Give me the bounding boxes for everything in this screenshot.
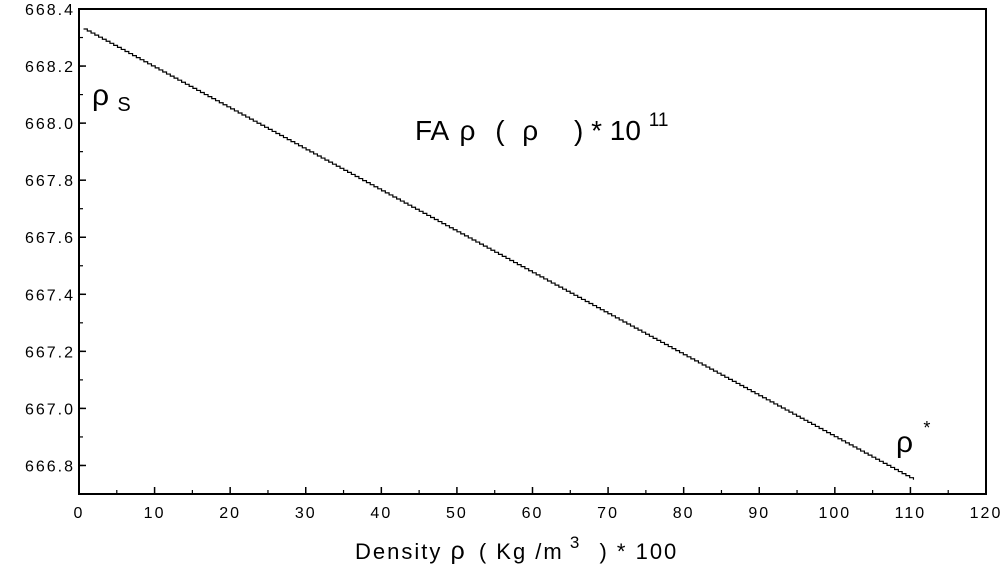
title-close: ) * 10 (574, 115, 641, 146)
x-tick-label-40: 40 (370, 505, 392, 522)
x-tick-label-110: 110 (895, 505, 927, 522)
title-exponent: 11 (649, 110, 669, 131)
annotation-rho-s-symbol: ρ (92, 79, 109, 112)
title-prefix: FA (415, 115, 455, 146)
x-tick-label-100: 100 (818, 505, 851, 522)
y-tick-label-0: 666.8 (25, 458, 75, 475)
x-axis-label: Density ρ ( Kg /m 3 ) * 100 (355, 528, 678, 565)
x-axis-tick-labels: 0 10 20 30 40 50 60 70 80 90 100 110 120 (74, 505, 1002, 522)
annotation-rho-star-symbol: ρ (896, 426, 913, 459)
plot-frame (78, 8, 987, 495)
x-tick-label-90: 90 (748, 505, 770, 522)
x-label-exponent: 3 (570, 533, 579, 552)
title-open-paren: ( (495, 115, 505, 146)
y-axis-ticks (79, 8, 86, 467)
y-tick-label-7: 668.2 (25, 59, 75, 76)
y-tick-label-4: 667.6 (25, 230, 75, 247)
y-tick-label-2: 667.2 (25, 344, 75, 361)
annotation-rho-s-sub: S (117, 94, 130, 116)
x-label-suffix: ) * 100 (599, 539, 678, 564)
x-tick-label-60: 60 (522, 505, 544, 522)
y-tick-label-6: 668.0 (25, 116, 75, 133)
chart-title: FA ρ ( ρ ) * 10 11 (415, 110, 668, 146)
series-line (83, 28, 915, 480)
annotation-rho-star-sup: * (923, 418, 930, 438)
x-tick-label-0: 0 (74, 505, 85, 522)
y-axis-tick-labels: 666.8 667.0 667.2 667.4 667.6 667.8 668.0 668.2… (25, 2, 75, 475)
x-tick-label-30: 30 (295, 505, 317, 522)
x-label-rho: ρ (450, 537, 464, 565)
title-rho-2: ρ (522, 115, 538, 146)
annotation-rho-star: ρ * (896, 418, 930, 459)
y-tick-label-1: 667.0 (25, 401, 75, 418)
x-tick-label-10: 10 (144, 505, 166, 522)
y-tick-label-8: 668.4 (25, 2, 75, 19)
annotation-rho-s: ρ S (92, 79, 131, 116)
x-tick-label-80: 80 (673, 505, 695, 522)
y-tick-label-5: 667.8 (25, 173, 75, 190)
title-rho-1: ρ (459, 115, 475, 146)
x-label-prefix: Density (355, 539, 450, 564)
x-axis-ticks (78, 487, 987, 494)
x-tick-label-50: 50 (446, 505, 468, 522)
x-label-unit: ( Kg /m (479, 539, 564, 564)
x-tick-label-20: 20 (219, 505, 241, 522)
x-tick-label-120: 120 (970, 505, 1002, 522)
x-tick-label-70: 70 (597, 505, 619, 522)
y-tick-label-3: 667.4 (25, 287, 75, 304)
